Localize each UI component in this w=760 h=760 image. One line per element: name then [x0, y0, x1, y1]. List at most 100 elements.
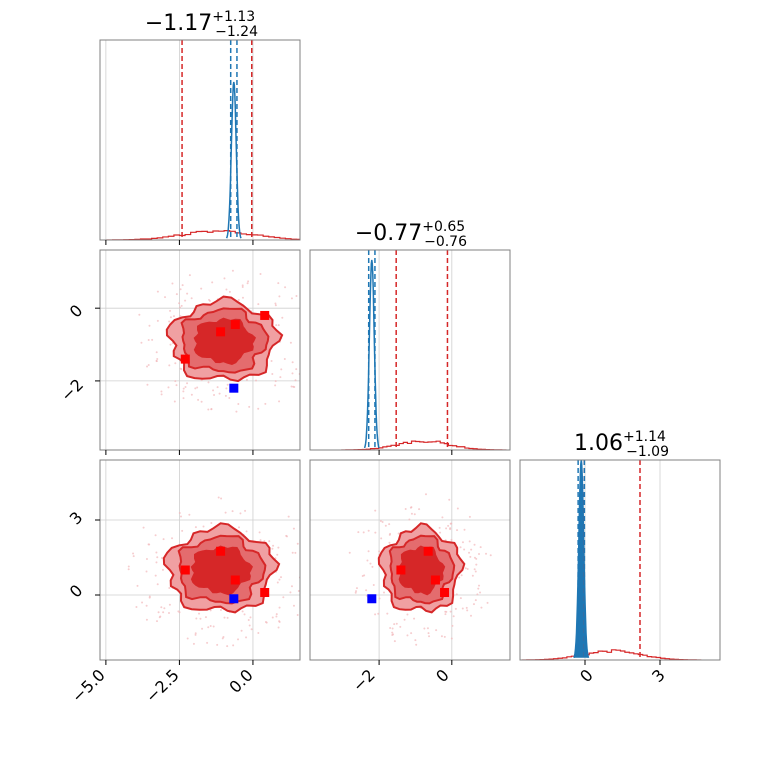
sample-point: [289, 591, 292, 594]
sample-point: [200, 287, 203, 290]
sample-point: [142, 526, 145, 529]
sample-point: [218, 392, 221, 395]
sample-point: [473, 543, 476, 546]
sample-point: [171, 282, 174, 285]
sample-point: [160, 606, 163, 609]
sample-point: [271, 547, 274, 550]
sample-point: [414, 639, 417, 642]
sample-point: [374, 531, 377, 534]
y-tick-label-row2-1: 0: [66, 581, 87, 602]
sample-point: [208, 298, 211, 301]
red-marker: [216, 327, 226, 337]
sample-point: [294, 551, 297, 554]
sample-point: [232, 644, 235, 647]
sample-point: [181, 284, 184, 287]
sample-point: [228, 397, 231, 400]
sample-point: [276, 553, 279, 556]
sample-point: [145, 570, 148, 573]
sample-point: [212, 625, 215, 628]
sample-point: [296, 542, 299, 545]
sample-point: [296, 614, 299, 617]
sample-point: [391, 634, 394, 637]
sample-point: [428, 635, 431, 638]
sample-point: [295, 368, 298, 371]
sample-point: [182, 387, 185, 390]
sample-point: [156, 556, 159, 559]
sample-point: [355, 590, 358, 593]
sample-point: [379, 520, 382, 523]
sample-point: [155, 561, 158, 564]
sample-point: [213, 393, 216, 396]
sample-point: [463, 528, 466, 531]
sample-point: [148, 543, 151, 546]
sample-point: [291, 361, 294, 364]
x-tick-label-p0-2: 0.0: [225, 665, 256, 696]
sample-point: [220, 497, 223, 500]
sample-point: [454, 607, 457, 610]
sample-point: [410, 632, 413, 635]
sample-point: [271, 372, 274, 375]
sample-point: [173, 400, 176, 403]
sample-point: [381, 521, 384, 524]
sample-point: [145, 604, 148, 607]
sample-point: [403, 618, 406, 621]
contour-panel-1-2: [348, 493, 492, 646]
sample-point: [141, 601, 144, 604]
sample-point: [276, 581, 279, 584]
sample-point: [449, 527, 452, 530]
sample-point: [244, 509, 247, 512]
sample-point: [168, 320, 171, 323]
sample-point: [480, 606, 483, 609]
sample-point: [367, 529, 370, 532]
sample-point: [445, 527, 448, 530]
sample-point: [380, 537, 383, 540]
sample-point: [399, 625, 402, 628]
sample-point: [378, 597, 381, 600]
sample-point: [167, 386, 170, 389]
sample-point: [188, 274, 191, 277]
red-marker: [430, 575, 440, 585]
sample-point: [207, 626, 210, 629]
sample-point: [216, 386, 219, 389]
sample-point: [393, 623, 396, 626]
sample-point: [247, 280, 250, 283]
histogram-panel-1: [341, 250, 507, 450]
sample-point: [231, 510, 234, 513]
sample-point: [241, 285, 244, 288]
y-tick-label-row1-1: −2: [57, 375, 87, 405]
sample-point: [393, 640, 396, 643]
sample-point: [138, 313, 141, 316]
sample-point: [265, 621, 268, 624]
sample-point: [169, 316, 172, 319]
posterior-histogram: [341, 440, 507, 450]
sample-point: [449, 522, 452, 525]
sample-point: [278, 621, 281, 624]
markers-panel-0-1: [180, 310, 270, 393]
sample-point: [450, 538, 453, 541]
x-tick-label-p1-1: 0: [432, 665, 453, 686]
sample-point: [217, 496, 220, 499]
sample-point: [277, 626, 280, 629]
sample-point: [391, 627, 394, 630]
contour-level-3: [193, 317, 257, 365]
sample-point: [297, 590, 300, 593]
sample-point: [395, 622, 398, 625]
sample-point: [474, 599, 477, 602]
sample-point: [169, 309, 172, 312]
sample-point: [475, 557, 478, 560]
sample-point: [280, 576, 283, 579]
sample-point: [321, 347, 323, 349]
sample-point: [161, 568, 164, 571]
sample-point: [237, 638, 240, 641]
sample-point: [245, 530, 248, 533]
sample-point: [226, 616, 229, 619]
sample-point: [221, 637, 224, 640]
sample-point: [146, 383, 149, 386]
sample-point: [190, 393, 193, 396]
title-param-1: −0.77+0.65: [355, 219, 465, 246]
sample-point: [378, 550, 381, 553]
sample-point: [164, 296, 167, 299]
sample-point: [371, 565, 374, 568]
sample-point: [155, 620, 158, 623]
sample-point: [408, 518, 411, 521]
